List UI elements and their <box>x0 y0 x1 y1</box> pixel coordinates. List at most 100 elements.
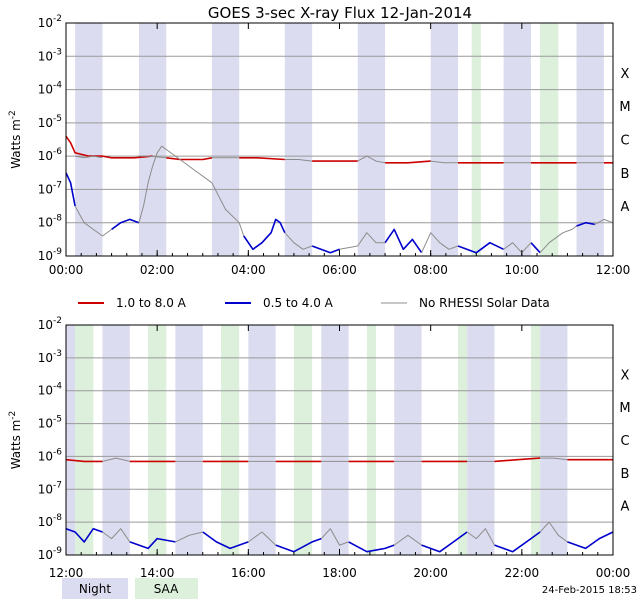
shading-bands <box>75 23 604 256</box>
series-line <box>503 242 532 254</box>
x-tick-label: 04:00 <box>231 263 266 277</box>
y-tick-label: 10-8 <box>38 214 63 230</box>
series-1 <box>65 135 613 164</box>
series-line <box>457 241 504 254</box>
y-tick-label: 10-2 <box>38 316 62 332</box>
series-line <box>320 528 349 546</box>
y-tick-label: 10-2 <box>38 14 62 30</box>
y-tick-label: 10-9 <box>38 546 63 562</box>
series-line <box>421 531 468 553</box>
chart-title: GOES 3-sec X-ray Flux 12-Jan-2014 <box>208 4 472 22</box>
series-line <box>138 155 167 159</box>
night-band <box>175 325 203 555</box>
series-line <box>594 218 614 225</box>
series-line <box>239 157 285 161</box>
y-tick-label: 10-4 <box>38 81 63 97</box>
series-line <box>339 232 386 250</box>
legend-label: 0.5 to 4.0 A <box>263 296 334 310</box>
series-2 <box>65 527 614 553</box>
night-saa-key: Night SAA <box>62 578 198 599</box>
y-tick-label: 10-8 <box>38 513 63 529</box>
x-tick-label: 02:00 <box>140 263 175 277</box>
series-2 <box>65 172 595 254</box>
y-tick-label: 10-3 <box>38 47 62 63</box>
series-line <box>393 534 422 546</box>
flare-class-label: M <box>619 100 630 115</box>
flare-class-label: A <box>621 500 630 515</box>
night-band <box>576 23 604 256</box>
saa-key-swatch <box>135 578 198 599</box>
flare-class-label: M <box>619 401 630 416</box>
x-tick-label: 06:00 <box>322 263 357 277</box>
x-tick-label: 16:00 <box>231 566 266 580</box>
series-line <box>494 457 541 463</box>
series-line <box>275 537 322 553</box>
saa-band <box>540 23 559 256</box>
y-tick-label: 10-5 <box>38 114 62 130</box>
night-key-label: Night <box>79 582 112 596</box>
saa-key-label: SAA <box>154 582 179 596</box>
series-line <box>539 225 577 254</box>
night-band <box>357 23 386 256</box>
series-line <box>111 218 140 231</box>
night-band <box>503 23 531 256</box>
flare-class-label: B <box>621 167 630 182</box>
y-axis-label: Watts m-2 <box>8 110 23 169</box>
x-tick-label: 12:00 <box>49 566 84 580</box>
saa-band <box>75 325 94 555</box>
legend: 1.0 to 8.0 A 0.5 to 4.0 A No RHESSI Solar … <box>78 296 550 310</box>
series-line <box>243 218 286 251</box>
flare-class-label: A <box>621 200 630 215</box>
y-tick-label: 10-6 <box>38 147 63 163</box>
series-line <box>540 457 568 461</box>
series-line <box>539 521 568 543</box>
series-3 <box>74 145 614 254</box>
grid: 10-9 10-8 10-7 10-6 10-5 10-4 10-3 10-2 <box>38 14 613 263</box>
night-band <box>540 325 568 555</box>
x-tick-label: 08:00 <box>413 263 448 277</box>
series-line <box>175 531 203 543</box>
series-line <box>138 145 245 237</box>
series-line <box>202 531 249 550</box>
series-line <box>75 155 103 159</box>
y-tick-label: 10-7 <box>38 180 62 196</box>
x-tick-label: 14:00 <box>140 566 175 580</box>
series-line <box>421 232 459 253</box>
timestamp: 24-Feb-2015 18:53 <box>542 585 637 596</box>
night-band <box>248 325 276 555</box>
series-line <box>466 528 495 546</box>
flare-class-label: B <box>621 467 630 482</box>
shading-bands <box>66 325 568 555</box>
series-line <box>65 527 103 543</box>
panel-1: 10-9 10-8 10-7 10-6 10-5 10-4 10-3 10-2 A B C M X 00:… <box>8 14 631 277</box>
series-line <box>284 159 313 162</box>
series-line <box>284 232 313 250</box>
night-band <box>75 23 103 256</box>
night-band <box>102 325 130 555</box>
series-line <box>65 172 76 207</box>
night-band <box>321 325 349 555</box>
saa-band <box>471 23 481 256</box>
series-3 <box>102 457 568 546</box>
flare-class-label: C <box>620 434 629 449</box>
series-line <box>311 245 340 254</box>
x-tick-label: 18:00 <box>322 566 357 580</box>
saa-band <box>148 325 167 555</box>
legend-label: 1.0 to 8.0 A <box>116 296 187 310</box>
series-line <box>65 458 103 463</box>
night-band <box>430 23 459 256</box>
y-axis-label: Watts m-2 <box>8 411 23 470</box>
night-band <box>394 325 422 555</box>
flare-class-label: X <box>621 67 630 82</box>
x-tick-label: 20:00 <box>413 566 448 580</box>
series-line <box>430 160 458 164</box>
series-line <box>74 205 112 237</box>
series-line <box>166 157 213 161</box>
night-band <box>211 23 240 256</box>
series-line <box>385 160 431 164</box>
chart-panels: 10-9 10-8 10-7 10-6 10-5 10-4 10-3 10-2 A B C M X 00:… <box>8 14 631 580</box>
saa-band <box>530 325 541 555</box>
series-line <box>102 528 131 543</box>
y-tick-label: 10-5 <box>38 415 62 431</box>
